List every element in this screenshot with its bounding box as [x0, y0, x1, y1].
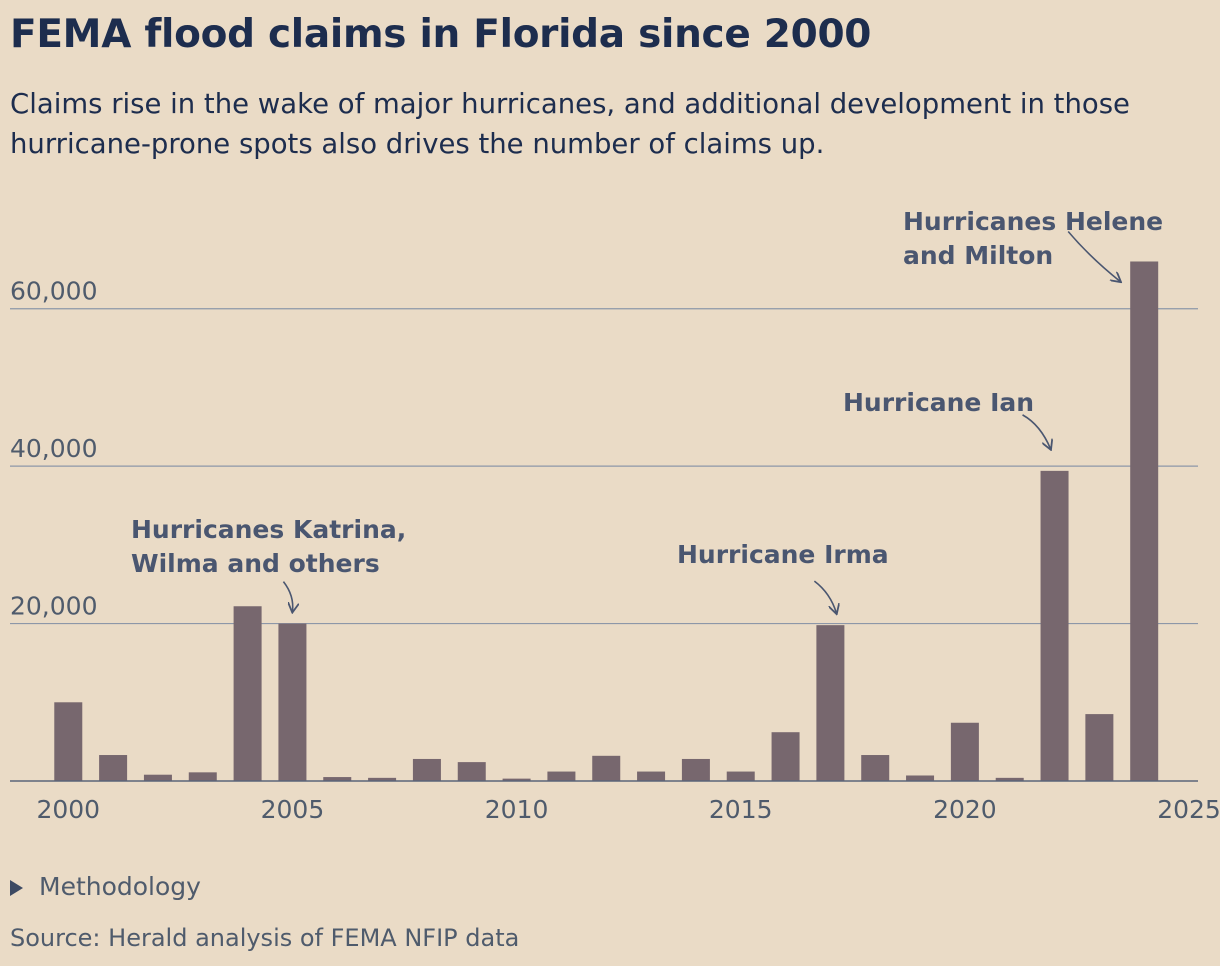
- annotation-label: Hurricanes Katrina,: [131, 515, 406, 544]
- bar-2015: [726, 771, 755, 781]
- chart-title: FEMA flood claims in Florida since 2000: [10, 12, 872, 57]
- bar-2003: [188, 772, 217, 781]
- bar-2011: [547, 771, 576, 781]
- bar-2013: [637, 771, 666, 781]
- annotation-arrow: [813, 580, 836, 613]
- bar-2014: [681, 758, 710, 781]
- bar-2004: [233, 606, 262, 781]
- x-tick-label: 2015: [709, 795, 773, 824]
- flood-claims-bar-chart: 20,000 40,000 60,000 2000 2005 2010 2015 2020 20…: [10, 207, 1220, 824]
- source-note: Source: Herald analysis of FEMA NFIP dat…: [10, 924, 520, 952]
- bar-2005: [278, 623, 307, 781]
- bar-2006: [323, 777, 352, 781]
- bar-2023: [1085, 714, 1114, 781]
- bar-2019: [906, 775, 935, 781]
- disclosure-triangle-icon: [10, 880, 23, 896]
- annotation-label: Hurricane Irma: [677, 540, 889, 569]
- y-tick-label: 60,000: [10, 277, 97, 306]
- bar-2017: [816, 625, 845, 781]
- methodology-toggle[interactable]: Methodology: [10, 872, 201, 901]
- x-tick-label: 2005: [261, 795, 325, 824]
- bar-2010: [502, 778, 531, 781]
- bar-2001: [99, 755, 128, 781]
- bar-2016: [771, 732, 800, 781]
- methodology-label: Methodology: [39, 872, 201, 901]
- bar-2007: [368, 777, 397, 781]
- annotation-label: Wilma and others: [131, 549, 380, 578]
- bar-2009: [457, 762, 486, 781]
- bar-2012: [592, 755, 621, 781]
- x-tick-label: 2025: [1157, 795, 1220, 824]
- y-tick-label: 20,000: [10, 592, 97, 621]
- bar-2021: [995, 777, 1024, 781]
- x-tick-label: 2000: [36, 795, 100, 824]
- y-tick-label: 40,000: [10, 434, 97, 463]
- annotation-arrow: [282, 581, 292, 612]
- bar-2022: [1040, 470, 1069, 781]
- chart-subtitle: Claims rise in the wake of major hurrica…: [10, 88, 1130, 160]
- x-tick-label: 2020: [933, 795, 997, 824]
- annotation-label: and Milton: [903, 241, 1053, 270]
- bar-2008: [412, 758, 441, 781]
- bar-2024: [1130, 261, 1159, 781]
- annotation-arrow: [1022, 414, 1051, 449]
- annotation-label: Hurricane Ian: [843, 388, 1034, 417]
- bar-2018: [861, 755, 890, 781]
- annotation-label: Hurricanes Helene: [903, 207, 1163, 236]
- bar-2002: [143, 774, 172, 781]
- annotation-arrow: [1067, 230, 1120, 281]
- bar-2000: [54, 702, 83, 781]
- x-tick-label: 2010: [485, 795, 549, 824]
- bar-2020: [950, 722, 979, 781]
